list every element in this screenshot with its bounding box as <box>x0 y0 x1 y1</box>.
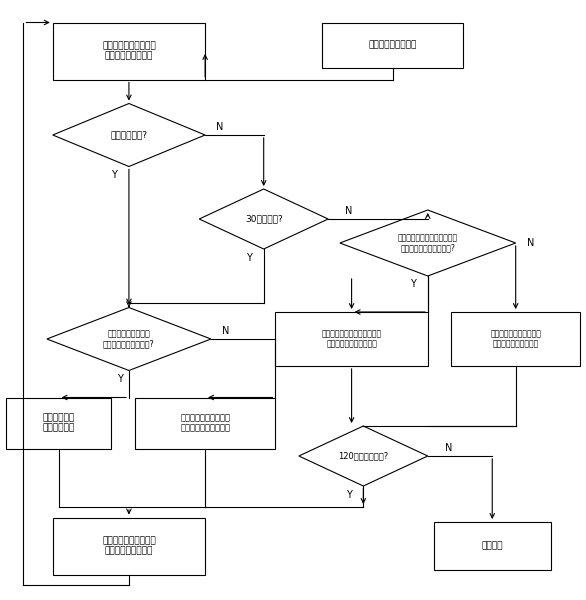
Text: Y: Y <box>346 490 352 500</box>
Text: 控制芯片输出适宜音量
值至音频功率放大器: 控制芯片输出适宜音量 值至音频功率放大器 <box>102 41 156 61</box>
Text: 将溢出值赋值
给适宜音量值: 将溢出值赋值 给适宜音量值 <box>42 413 75 433</box>
Text: 控制芯片输出适宜音量
值至音频功率放大器: 控制芯片输出适宜音量 值至音频功率放大器 <box>102 536 156 556</box>
Text: 120秒内是否鸣笛?: 120秒内是否鸣笛? <box>338 451 389 461</box>
Text: N: N <box>216 122 223 132</box>
Bar <box>53 517 205 575</box>
Text: N: N <box>345 206 352 216</box>
Bar <box>135 397 275 449</box>
Text: N: N <box>527 238 534 248</box>
Bar <box>322 22 463 67</box>
Text: 30秒内鸣笛?: 30秒内鸣笛? <box>245 214 282 223</box>
Text: Y: Y <box>410 279 416 289</box>
Bar <box>275 312 428 366</box>
Polygon shape <box>299 426 428 486</box>
Text: 中断返回: 中断返回 <box>482 541 503 551</box>
Text: 宜音量值加噪响加成
值是否大于等于溢出值?: 宜音量值加噪响加成 值是否大于等于溢出值? <box>103 329 155 349</box>
Text: 将适宜音量值加噪响加
成值赋值给适宜音量值: 将适宜音量值加噪响加 成值赋值给适宜音量值 <box>180 413 230 433</box>
Polygon shape <box>199 189 328 249</box>
Text: N: N <box>222 326 229 336</box>
Text: Y: Y <box>246 253 252 263</box>
Text: 是否继续鸣笛?: 是否继续鸣笛? <box>110 130 148 139</box>
Text: 按鸣笛按钮进入中断: 按鸣笛按钮进入中断 <box>369 40 417 49</box>
Text: N: N <box>445 443 452 453</box>
Polygon shape <box>53 103 205 166</box>
Bar <box>451 312 580 366</box>
Polygon shape <box>47 307 211 370</box>
Text: Y: Y <box>111 170 117 180</box>
Text: 是宜音量值小于等于默认音量
值与环境变化影响值之和?: 是宜音量值小于等于默认音量 值与环境变化影响值之和? <box>398 233 458 253</box>
Text: 将默认音量值与环境变化影响
值之和赋值给适宜音量值: 将默认音量值与环境变化影响 值之和赋值给适宜音量值 <box>322 329 381 349</box>
Bar <box>6 397 111 449</box>
Text: 将适宜音量值减去噪响加
成值赋值给适宜音量值: 将适宜音量值减去噪响加 成值赋值给适宜音量值 <box>490 329 541 349</box>
Bar <box>434 522 551 570</box>
Bar <box>53 22 205 79</box>
Polygon shape <box>340 210 516 276</box>
Text: Y: Y <box>117 374 123 384</box>
